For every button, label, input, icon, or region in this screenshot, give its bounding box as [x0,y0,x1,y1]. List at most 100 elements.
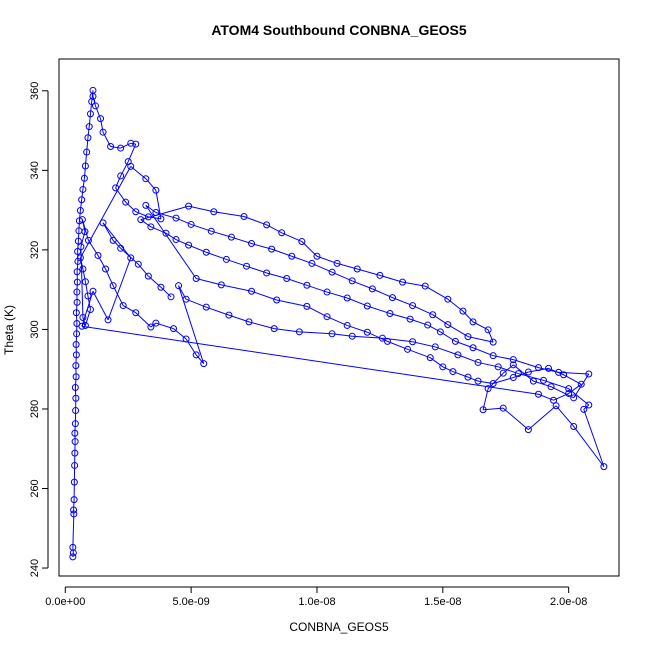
series-line-segment [75,312,78,324]
data-point [127,139,135,147]
series-line-segment [145,205,197,279]
series-line-segment [77,230,80,242]
series-line-segment [357,268,381,276]
data-point [144,272,152,280]
data-point [70,510,78,518]
y-tick-label: 280 [29,400,41,418]
data-point [117,172,125,180]
data-point [600,463,608,471]
series-line-segment [513,359,539,369]
series-line-segment [74,376,77,388]
data-point [127,162,135,170]
series-line-segment [120,247,139,265]
data-point [79,265,87,273]
series-line-segment [487,329,494,343]
data-point [439,363,447,371]
data-point [248,287,256,295]
data-point [288,252,296,260]
series-line-segment [306,305,328,318]
series-line-segment [73,499,75,511]
data-point [268,245,276,253]
data-point [86,306,94,314]
series-line-segment [78,220,80,231]
data-point [71,383,79,391]
data-point [451,337,459,345]
series-line-segment [81,219,89,241]
data-point [142,201,150,209]
series-line-segment [243,216,267,226]
data-point [534,390,542,398]
data-point [202,248,210,256]
data-point [570,394,578,402]
data-point [185,202,193,210]
series-line-segment [82,178,85,190]
data-point [75,217,83,225]
data-point [69,553,77,561]
data-point [484,326,492,334]
data-point [80,174,88,182]
series-line-segment [137,263,149,277]
series-line-segment [175,217,192,225]
series-line-segment [175,239,189,246]
series-line-segment [74,387,77,399]
data-point [489,352,497,360]
series-line-segment [498,366,519,375]
data-point [91,102,99,110]
data-point [409,338,417,346]
data-point [109,236,117,244]
series-line-segment [76,282,78,293]
data-point [240,212,248,220]
series-line-segment [228,314,250,323]
data-point [170,325,178,333]
series-line-segment [407,348,431,359]
series-line-segment [352,335,383,339]
series-line-segment [429,357,444,368]
data-point [157,215,165,223]
data-point [71,438,79,446]
series-line-segment [213,211,245,217]
x-tick-label: 5.0e-09 [172,596,209,608]
y-tick-label: 260 [29,479,41,497]
data-point [323,313,331,321]
data-point [499,369,507,377]
series-line-segment [173,328,187,340]
data-point [263,269,271,277]
x-tick-label: 2.0e-08 [550,596,587,608]
series-line-segment [558,371,589,375]
data-point [72,373,80,381]
data-point [70,478,78,486]
data-point [117,244,125,252]
data-point [72,309,80,317]
data-point [74,247,82,255]
data-point [72,394,80,402]
series-line-segment [518,373,544,381]
series-line-segment [274,328,300,333]
x-axis: 0.0e+00 5.0e-09 1.0e-08 1.5e-08 2.0e-08 [45,586,587,608]
data-point [70,506,78,514]
series-line-segment [502,407,529,431]
data-point [328,268,336,276]
series-line-segment [402,281,426,287]
data-point [78,196,86,204]
series-line-segment [221,284,252,292]
data-point [270,325,278,333]
series-line-segment [271,248,292,257]
data-point [585,401,593,409]
data-point [192,275,200,283]
series-line-segment [102,222,132,259]
data-point [102,265,110,273]
series-line-segment [150,226,167,234]
data-point [283,275,291,283]
data-point [89,92,97,100]
data-point [84,134,92,142]
series-line-segment [95,105,101,119]
data-point [585,370,593,378]
series-line-segment [251,290,277,301]
data-point [73,330,81,338]
data-point [112,184,120,192]
series-line-segment [206,251,227,260]
data-point [147,323,155,331]
series-line-segment [427,324,441,333]
data-point [117,144,125,152]
data-point [74,237,82,245]
